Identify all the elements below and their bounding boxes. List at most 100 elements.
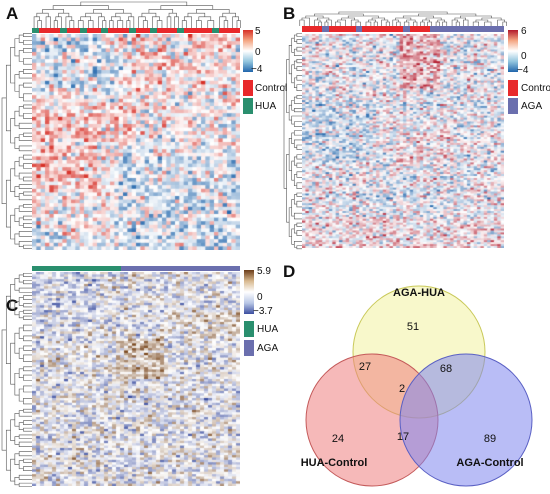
- dendrogram-branch: [18, 122, 32, 129]
- group-bar-cell: [422, 26, 430, 32]
- dendrogram-branch: [18, 388, 24, 402]
- panel-b-scale-max: 6: [521, 26, 527, 37]
- group-bar-cell: [416, 26, 423, 32]
- panel-c-legend-swatch-hua: [244, 321, 254, 337]
- dendrogram-branch: [23, 113, 32, 119]
- panel-c-label: C: [6, 296, 19, 315]
- group-bar-cell: [456, 26, 464, 32]
- group-bar-cell: [225, 28, 233, 33]
- group-bar-cell: [69, 266, 77, 271]
- dendrogram-branch: [168, 12, 177, 17]
- dendrogram-branch: [293, 212, 302, 220]
- group-bar-cell: [362, 26, 370, 32]
- group-bar-cell: [436, 26, 444, 32]
- group-bar-cell: [396, 26, 403, 32]
- dendrogram-branch: [18, 410, 32, 417]
- dendrogram-branch: [23, 345, 32, 351]
- panel-a-legend-hua: HUA: [255, 101, 277, 112]
- venn-count-aga-control-only: 89: [484, 433, 496, 445]
- panel-c-scale-min: −3.7: [253, 306, 273, 317]
- group-bar-cell: [205, 28, 212, 33]
- dendrogram-branch: [36, 12, 49, 17]
- panel-c-legend-aga: AGA: [257, 343, 279, 354]
- group-bar-cell: [483, 26, 491, 32]
- dendrogram-branch: [23, 272, 32, 277]
- dendrogram-branch: [14, 436, 20, 445]
- dendrogram-branch: [18, 434, 32, 439]
- dendrogram-branch: [301, 17, 310, 26]
- dendrogram-branch: [10, 118, 15, 144]
- group-bar-cell: [54, 266, 62, 271]
- group-bar-cell: [113, 266, 122, 271]
- dendrogram-branch: [128, 16, 135, 28]
- panel-b-group-bar: [302, 26, 504, 32]
- dendrogram-branch: [65, 16, 73, 28]
- dendrogram-branch: [293, 241, 302, 248]
- dendrogram-branch: [10, 342, 15, 385]
- dendrogram-branch: [52, 5, 109, 10]
- panel-c-group-bar: [32, 266, 240, 271]
- group-bar-cell: [449, 26, 457, 32]
- dendrogram-branch: [174, 16, 179, 28]
- dendrogram-branch: [293, 48, 302, 56]
- dendrogram-branch: [109, 20, 114, 28]
- group-bar-cell: [211, 28, 219, 33]
- panel-b-scale-min: −4: [517, 65, 529, 76]
- dendrogram-branch: [77, 20, 84, 28]
- dendrogram-branch: [18, 241, 32, 248]
- dendrogram-branch: [5, 429, 11, 471]
- dendrogram-branch: [23, 335, 32, 342]
- group-bar-cell: [217, 266, 225, 271]
- group-bar-cell: [191, 28, 199, 33]
- group-bar-cell: [335, 26, 343, 32]
- dendrogram-branch: [5, 179, 11, 228]
- group-bar-cell: [490, 26, 497, 32]
- dendrogram-branch: [23, 427, 32, 432]
- group-bar-cell: [115, 28, 122, 33]
- group-bar-cell: [87, 28, 95, 33]
- group-bar-cell: [177, 28, 185, 33]
- dendrogram-branch: [23, 309, 32, 314]
- dendrogram-branch: [18, 193, 32, 201]
- dendrogram-branch: [58, 12, 70, 17]
- venn-count-aga-hua-aga-control: 68: [440, 363, 452, 375]
- dendrogram-branch: [183, 16, 192, 28]
- group-bar-cell: [135, 28, 143, 33]
- dendrogram-branch: [18, 184, 32, 189]
- dendrogram-branch: [18, 71, 32, 79]
- dendrogram-branch: [14, 38, 20, 57]
- dendrogram-branch: [338, 11, 448, 14]
- panel-c-legend-hua: HUA: [257, 324, 279, 335]
- dendrogram-branch: [23, 366, 32, 372]
- dendrogram-branch: [23, 58, 32, 65]
- group-bar-cell: [315, 26, 323, 32]
- dendrogram-branch: [142, 20, 148, 28]
- group-bar-cell: [128, 28, 136, 33]
- dendrogram-branch: [18, 84, 24, 98]
- dendrogram-branch: [126, 20, 131, 28]
- dendrogram-branch: [23, 466, 32, 471]
- dendrogram-branch: [23, 33, 32, 37]
- group-bar-cell: [463, 26, 470, 32]
- dendrogram-branch: [293, 224, 297, 234]
- group-bar-cell: [101, 28, 109, 33]
- dendrogram-branch: [219, 16, 227, 28]
- dendrogram-branch: [23, 420, 32, 425]
- dendrogram-branch: [10, 47, 15, 84]
- panel-a-heatmap: [32, 34, 240, 250]
- dendrogram-branch: [293, 130, 302, 136]
- dendrogram-branch: [293, 156, 297, 166]
- dendrogram-branch: [23, 68, 32, 74]
- group-bar-cell: [46, 266, 55, 271]
- group-bar-cell: [173, 266, 181, 271]
- dendrogram-branch: [18, 287, 32, 293]
- dendrogram-branch: [151, 16, 160, 28]
- venn-set-label-aga-control: AGA-Control: [456, 457, 523, 469]
- dendrogram-branch: [286, 59, 290, 113]
- dendrogram-branch: [23, 374, 32, 381]
- panel-a-colorscale: [243, 30, 253, 72]
- dendrogram-branch: [288, 137, 292, 171]
- dendrogram-branch: [236, 20, 241, 28]
- group-bar-cell: [158, 266, 166, 271]
- group-bar-cell: [429, 26, 437, 32]
